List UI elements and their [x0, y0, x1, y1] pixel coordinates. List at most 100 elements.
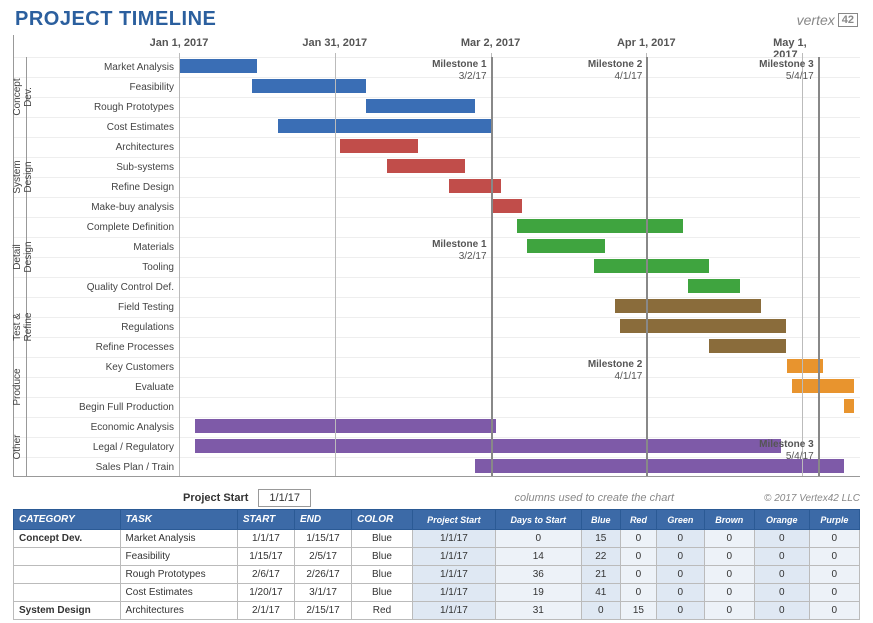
gantt-bar	[844, 399, 854, 413]
gantt-bar	[278, 119, 491, 133]
table-cell: 0	[809, 602, 859, 620]
table-cell: Concept Dev.	[14, 530, 121, 548]
date-tick: Apr 1, 2017	[617, 37, 676, 49]
gantt-bar	[366, 99, 475, 113]
table-cell: 0	[809, 584, 859, 602]
task-row: Architectures	[14, 137, 860, 157]
milestone-label: Milestone 35/4/17	[748, 59, 814, 83]
task-label: Feasibility	[29, 82, 179, 93]
table-cell: Feasibility	[120, 548, 237, 566]
task-row: Refine Design	[14, 177, 860, 197]
table-cell: Red	[352, 602, 413, 620]
table-cell: 19	[495, 584, 581, 602]
table-cell: 0	[581, 602, 620, 620]
gantt-bar	[709, 339, 787, 353]
table-header-row: CATEGORYTASKSTARTENDCOLORProject StartDa…	[14, 510, 860, 530]
table-cell: 1/15/17	[237, 548, 294, 566]
task-label: Begin Full Production	[29, 402, 179, 413]
table-cell: 0	[754, 548, 809, 566]
task-label: Tooling	[29, 262, 179, 273]
table-body: Concept Dev.Market Analysis1/1/171/15/17…	[14, 530, 860, 620]
table-cell: 1/15/17	[294, 530, 351, 548]
task-row: Sales Plan / Train	[14, 457, 860, 477]
table-cell: 0	[656, 566, 704, 584]
table-cell: 0	[656, 584, 704, 602]
task-row: Rough Prototypes	[14, 97, 860, 117]
task-label: Materials	[29, 242, 179, 253]
table-cell: 0	[620, 530, 656, 548]
table-cell: 41	[581, 584, 620, 602]
table-cell: 0	[754, 530, 809, 548]
table-row: Cost Estimates1/20/173/1/17Blue1/1/17194…	[14, 584, 860, 602]
table-header: Orange	[754, 510, 809, 530]
table-header: Days to Start	[495, 510, 581, 530]
table-cell	[14, 584, 121, 602]
page-title: PROJECT TIMELINE	[15, 8, 216, 31]
task-row: Make-buy analysis	[14, 197, 860, 217]
table-cell: Blue	[352, 530, 413, 548]
milestone-label: Milestone 24/1/17	[576, 359, 642, 383]
table-cell: System Design	[14, 602, 121, 620]
group-label: ConceptDev.	[12, 57, 34, 137]
table-header: Purple	[809, 510, 859, 530]
table-cell: 0	[656, 548, 704, 566]
task-row: Legal / Regulatory	[14, 437, 860, 457]
table-header: TASK	[120, 510, 237, 530]
table-cell: Cost Estimates	[120, 584, 237, 602]
table-cell: Blue	[352, 548, 413, 566]
gantt-bar	[340, 139, 418, 153]
task-label: Economic Analysis	[29, 422, 179, 433]
task-row: Key Customers	[14, 357, 860, 377]
task-label: Refine Processes	[29, 342, 179, 353]
table-header: START	[237, 510, 294, 530]
task-label: Field Testing	[29, 302, 179, 313]
task-row: Sub-systems	[14, 157, 860, 177]
task-label: Market Analysis	[29, 62, 179, 73]
task-label: Make-buy analysis	[29, 202, 179, 213]
table-cell	[14, 566, 121, 584]
table-cell: 2/1/17	[237, 602, 294, 620]
table-header: COLOR	[352, 510, 413, 530]
table-cell: 15	[581, 530, 620, 548]
task-label: Sub-systems	[29, 162, 179, 173]
table-header: END	[294, 510, 351, 530]
task-row: Refine Processes	[14, 337, 860, 357]
table-cell: 0	[809, 566, 859, 584]
table-row: Rough Prototypes2/6/172/26/17Blue1/1/173…	[14, 566, 860, 584]
brand-logo: vertex42	[774, 10, 858, 30]
task-row: Complete Definition	[14, 217, 860, 237]
task-label: Evaluate	[29, 382, 179, 393]
gantt-bar	[449, 179, 501, 193]
table-cell: 31	[495, 602, 581, 620]
table-cell: Rough Prototypes	[120, 566, 237, 584]
table-cell: 0	[754, 584, 809, 602]
table-cell: 22	[581, 548, 620, 566]
header: PROJECT TIMELINE vertex42	[0, 0, 873, 35]
gantt-bar	[387, 159, 465, 173]
task-label: Sales Plan / Train	[29, 462, 179, 473]
task-label: Key Customers	[29, 362, 179, 373]
milestone-label: Milestone 13/2/17	[421, 59, 487, 83]
task-label: Complete Definition	[29, 222, 179, 233]
task-label: Legal / Regulatory	[29, 442, 179, 453]
gantt-bar	[252, 79, 366, 93]
grid-line	[179, 53, 180, 476]
table-cell: 14	[495, 548, 581, 566]
table-cell: 1/20/17	[237, 584, 294, 602]
task-row: Quality Control Def.	[14, 277, 860, 297]
task-label: Regulations	[29, 322, 179, 333]
task-label: Quality Control Def.	[29, 282, 179, 293]
copyright: © 2017 Vertex42 LLC	[764, 493, 860, 504]
logo-brand: vertex	[797, 12, 835, 28]
table-cell: 2/15/17	[294, 602, 351, 620]
task-label: Architectures	[29, 142, 179, 153]
data-table: CATEGORYTASKSTARTENDCOLORProject StartDa…	[13, 509, 860, 620]
table-row: Feasibility1/15/172/5/17Blue1/1/17142200…	[14, 548, 860, 566]
chart-plot: Market Analysis Feasibility Rough Prototyp…	[14, 57, 860, 476]
table-cell: 1/1/17	[412, 530, 495, 548]
date-tick: Jan 1, 2017	[150, 37, 209, 49]
table-cell: 0	[754, 566, 809, 584]
task-row: Field Testing	[14, 297, 860, 317]
table-cell: 1/1/17	[412, 566, 495, 584]
table-cell: 2/6/17	[237, 566, 294, 584]
